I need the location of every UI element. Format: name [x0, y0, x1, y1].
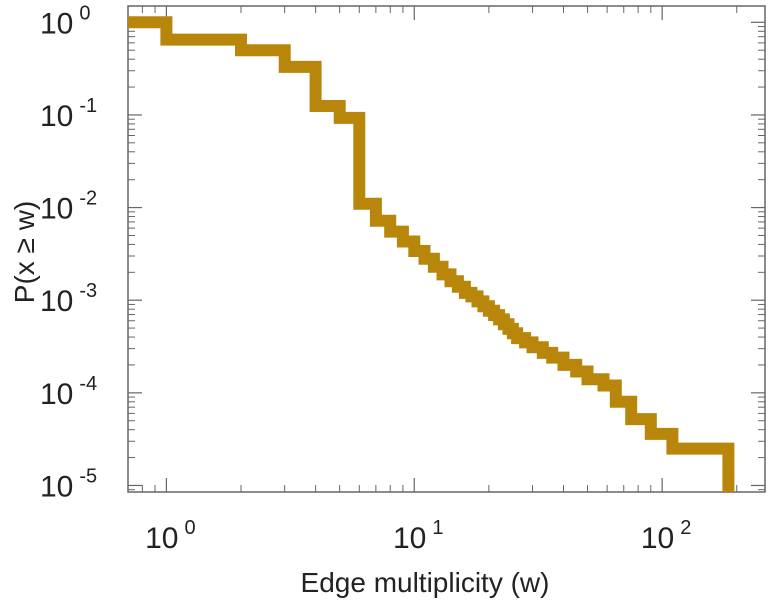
y-tick-labels: 10 0 10 -1 10 -2 10 -3 10 -4 10 -5	[40, 2, 97, 503]
series-line	[128, 16, 735, 492]
major-ticks	[128, 6, 765, 492]
y-tick-label: 10 -4	[40, 373, 97, 411]
y-tick-label: 10 -5	[40, 465, 97, 503]
y-tick-label: 10 -1	[40, 95, 97, 133]
series-layer	[128, 16, 735, 492]
minor-ticks	[127, 6, 765, 492]
x-tick-label: 10 1	[393, 517, 444, 555]
y-tick-label: 10 0	[40, 2, 91, 40]
x-tick-label: 10 2	[641, 517, 692, 555]
x-tick-label: 10 0	[145, 517, 196, 555]
y-axis-title: P(x ≥ w)	[9, 201, 40, 303]
y-tick-label: 10 -3	[40, 280, 97, 318]
y-tick-label: 10 -2	[40, 188, 97, 226]
x-axis-title: Edge multiplicity (w)	[301, 567, 550, 598]
plot-frame	[127, 5, 766, 493]
x-tick-labels: 10 0 10 1 10 2	[145, 517, 691, 555]
